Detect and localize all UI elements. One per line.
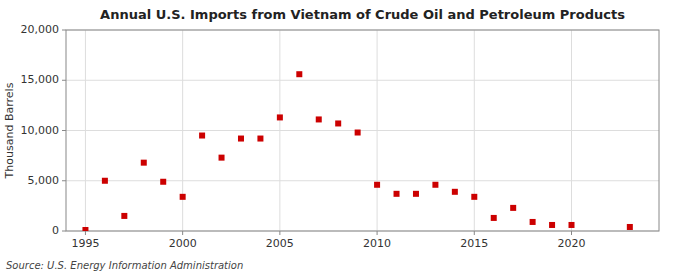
tick-mark [62,231,66,232]
tick-label: 10,000 [21,124,60,137]
tick-label: 5,000 [28,174,60,187]
tick-mark [474,231,475,235]
tick-mark [62,130,66,131]
point [82,227,88,231]
point [491,215,497,221]
grid-line [66,80,659,81]
grid [66,30,659,231]
point [335,120,341,126]
point [394,191,400,197]
tick-mark [279,231,280,235]
grid-line [66,130,659,131]
plot-frame [66,30,659,231]
point [180,194,186,200]
grid-line [182,30,183,231]
tick-label: 2000 [169,237,197,250]
grid-line [571,30,572,231]
points [82,71,632,231]
point [296,71,302,77]
point [316,116,322,122]
point [277,114,283,120]
point [219,155,225,161]
point [257,136,263,142]
tick-label: 2005 [266,237,294,250]
tick-label: 15,000 [21,73,60,86]
point [374,182,380,188]
point [432,182,438,188]
point [530,219,536,225]
grid-line [66,180,659,181]
grid-line [474,30,475,231]
point [199,133,205,139]
tick-label: 2015 [460,237,488,250]
tick-mark [85,231,86,235]
point [627,224,633,230]
tick-mark [62,180,66,181]
point [238,136,244,142]
grid-line [85,30,86,231]
point [355,130,361,136]
tick-mark [571,231,572,235]
tick-label: 2020 [558,237,586,250]
axes: 0 5,000 10,000 15,000 20,000 1995 2000 2005 2010… [21,23,660,250]
tick-mark [182,231,183,235]
axis-label: Thousand Barrels [3,82,16,179]
point [452,189,458,195]
chart: 0 5,000 10,000 15,000 20,000 1995 2000 2005 2010… [0,0,675,275]
point [413,191,419,197]
point [141,160,147,166]
tick-label: 1995 [71,237,99,250]
point [510,205,516,211]
source: Source: U.S. Energy Information Administ… [6,260,243,271]
tick-label: 0 [52,224,59,237]
tick-label: 20,000 [21,23,60,36]
tick-mark [62,80,66,81]
point [160,179,166,185]
plot-area [66,30,659,231]
tick-mark [377,231,378,235]
point [102,178,108,184]
tick-mark [62,30,66,31]
title: Annual U.S. Imports from Vietnam of Crud… [100,7,625,22]
tick-label: 2010 [363,237,391,250]
point [569,222,575,228]
point [121,213,127,219]
grid-line [279,30,280,231]
point [471,194,477,200]
point [549,222,555,228]
grid-line [377,30,378,231]
